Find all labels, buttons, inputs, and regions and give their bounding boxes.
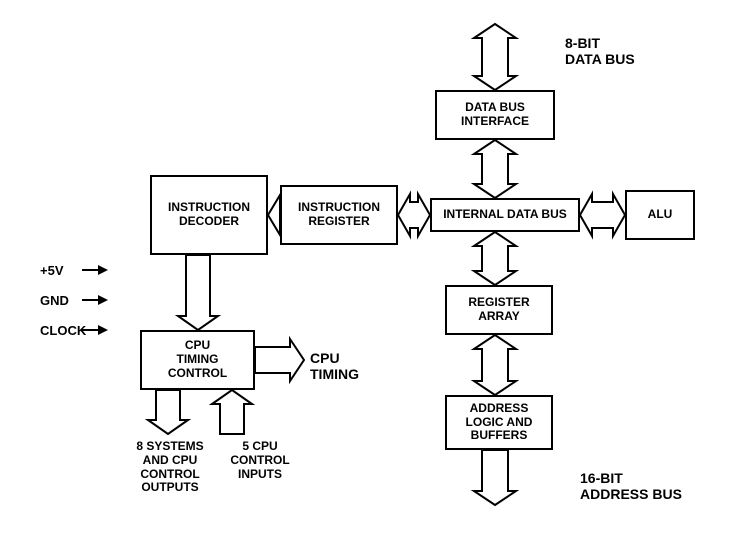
- label-cpu-inputs: 5 CPUCONTROLINPUTS: [220, 440, 300, 481]
- label-text: 8-BITDATA BUS: [565, 35, 635, 67]
- label-text: GND: [40, 293, 69, 308]
- label-text: 8 SYSTEMSAND CPUCONTROLOUTPUTS: [136, 439, 203, 494]
- label-gnd: GND: [40, 294, 100, 309]
- block-internal-data-bus: INTERNAL DATA BUS: [430, 198, 580, 232]
- label-text: 16-BITADDRESS BUS: [580, 470, 682, 502]
- block-instruction-register: INSTRUCTIONREGISTER: [280, 185, 398, 245]
- block-label: INSTRUCTIONDECODER: [168, 201, 250, 229]
- label-cpu-timing: CPUTIMING: [310, 350, 390, 382]
- block-label: DATA BUSINTERFACE: [461, 101, 529, 129]
- block-alu: ALU: [625, 190, 695, 240]
- block-label: CPUTIMINGCONTROL: [168, 339, 227, 380]
- label-clock: CLOCK: [40, 324, 100, 339]
- block-register-array: REGISTERARRAY: [445, 285, 553, 335]
- label-addr-bus-16: 16-BITADDRESS BUS: [580, 470, 720, 502]
- block-cpu-timing-ctrl: CPUTIMINGCONTROL: [140, 330, 255, 390]
- label-systems-out: 8 SYSTEMSAND CPUCONTROLOUTPUTS: [120, 440, 220, 495]
- label-text: CPUTIMING: [310, 350, 359, 382]
- block-label: ADDRESSLOGIC ANDBUFFERS: [466, 402, 533, 443]
- block-instruction-decoder: INSTRUCTIONDECODER: [150, 175, 268, 255]
- block-label: INTERNAL DATA BUS: [443, 208, 567, 222]
- label-plus5v: +5V: [40, 264, 100, 279]
- label-data-bus-8: 8-BITDATA BUS: [565, 35, 695, 67]
- label-text: CLOCK: [40, 323, 86, 338]
- label-text: 5 CPUCONTROLINPUTS: [230, 439, 289, 481]
- block-label: REGISTERARRAY: [468, 296, 529, 324]
- block-label: INSTRUCTIONREGISTER: [298, 201, 380, 229]
- block-addr-logic: ADDRESSLOGIC ANDBUFFERS: [445, 395, 553, 450]
- label-text: +5V: [40, 263, 64, 278]
- block-label: ALU: [648, 208, 673, 222]
- block-data-bus-interface: DATA BUSINTERFACE: [435, 90, 555, 140]
